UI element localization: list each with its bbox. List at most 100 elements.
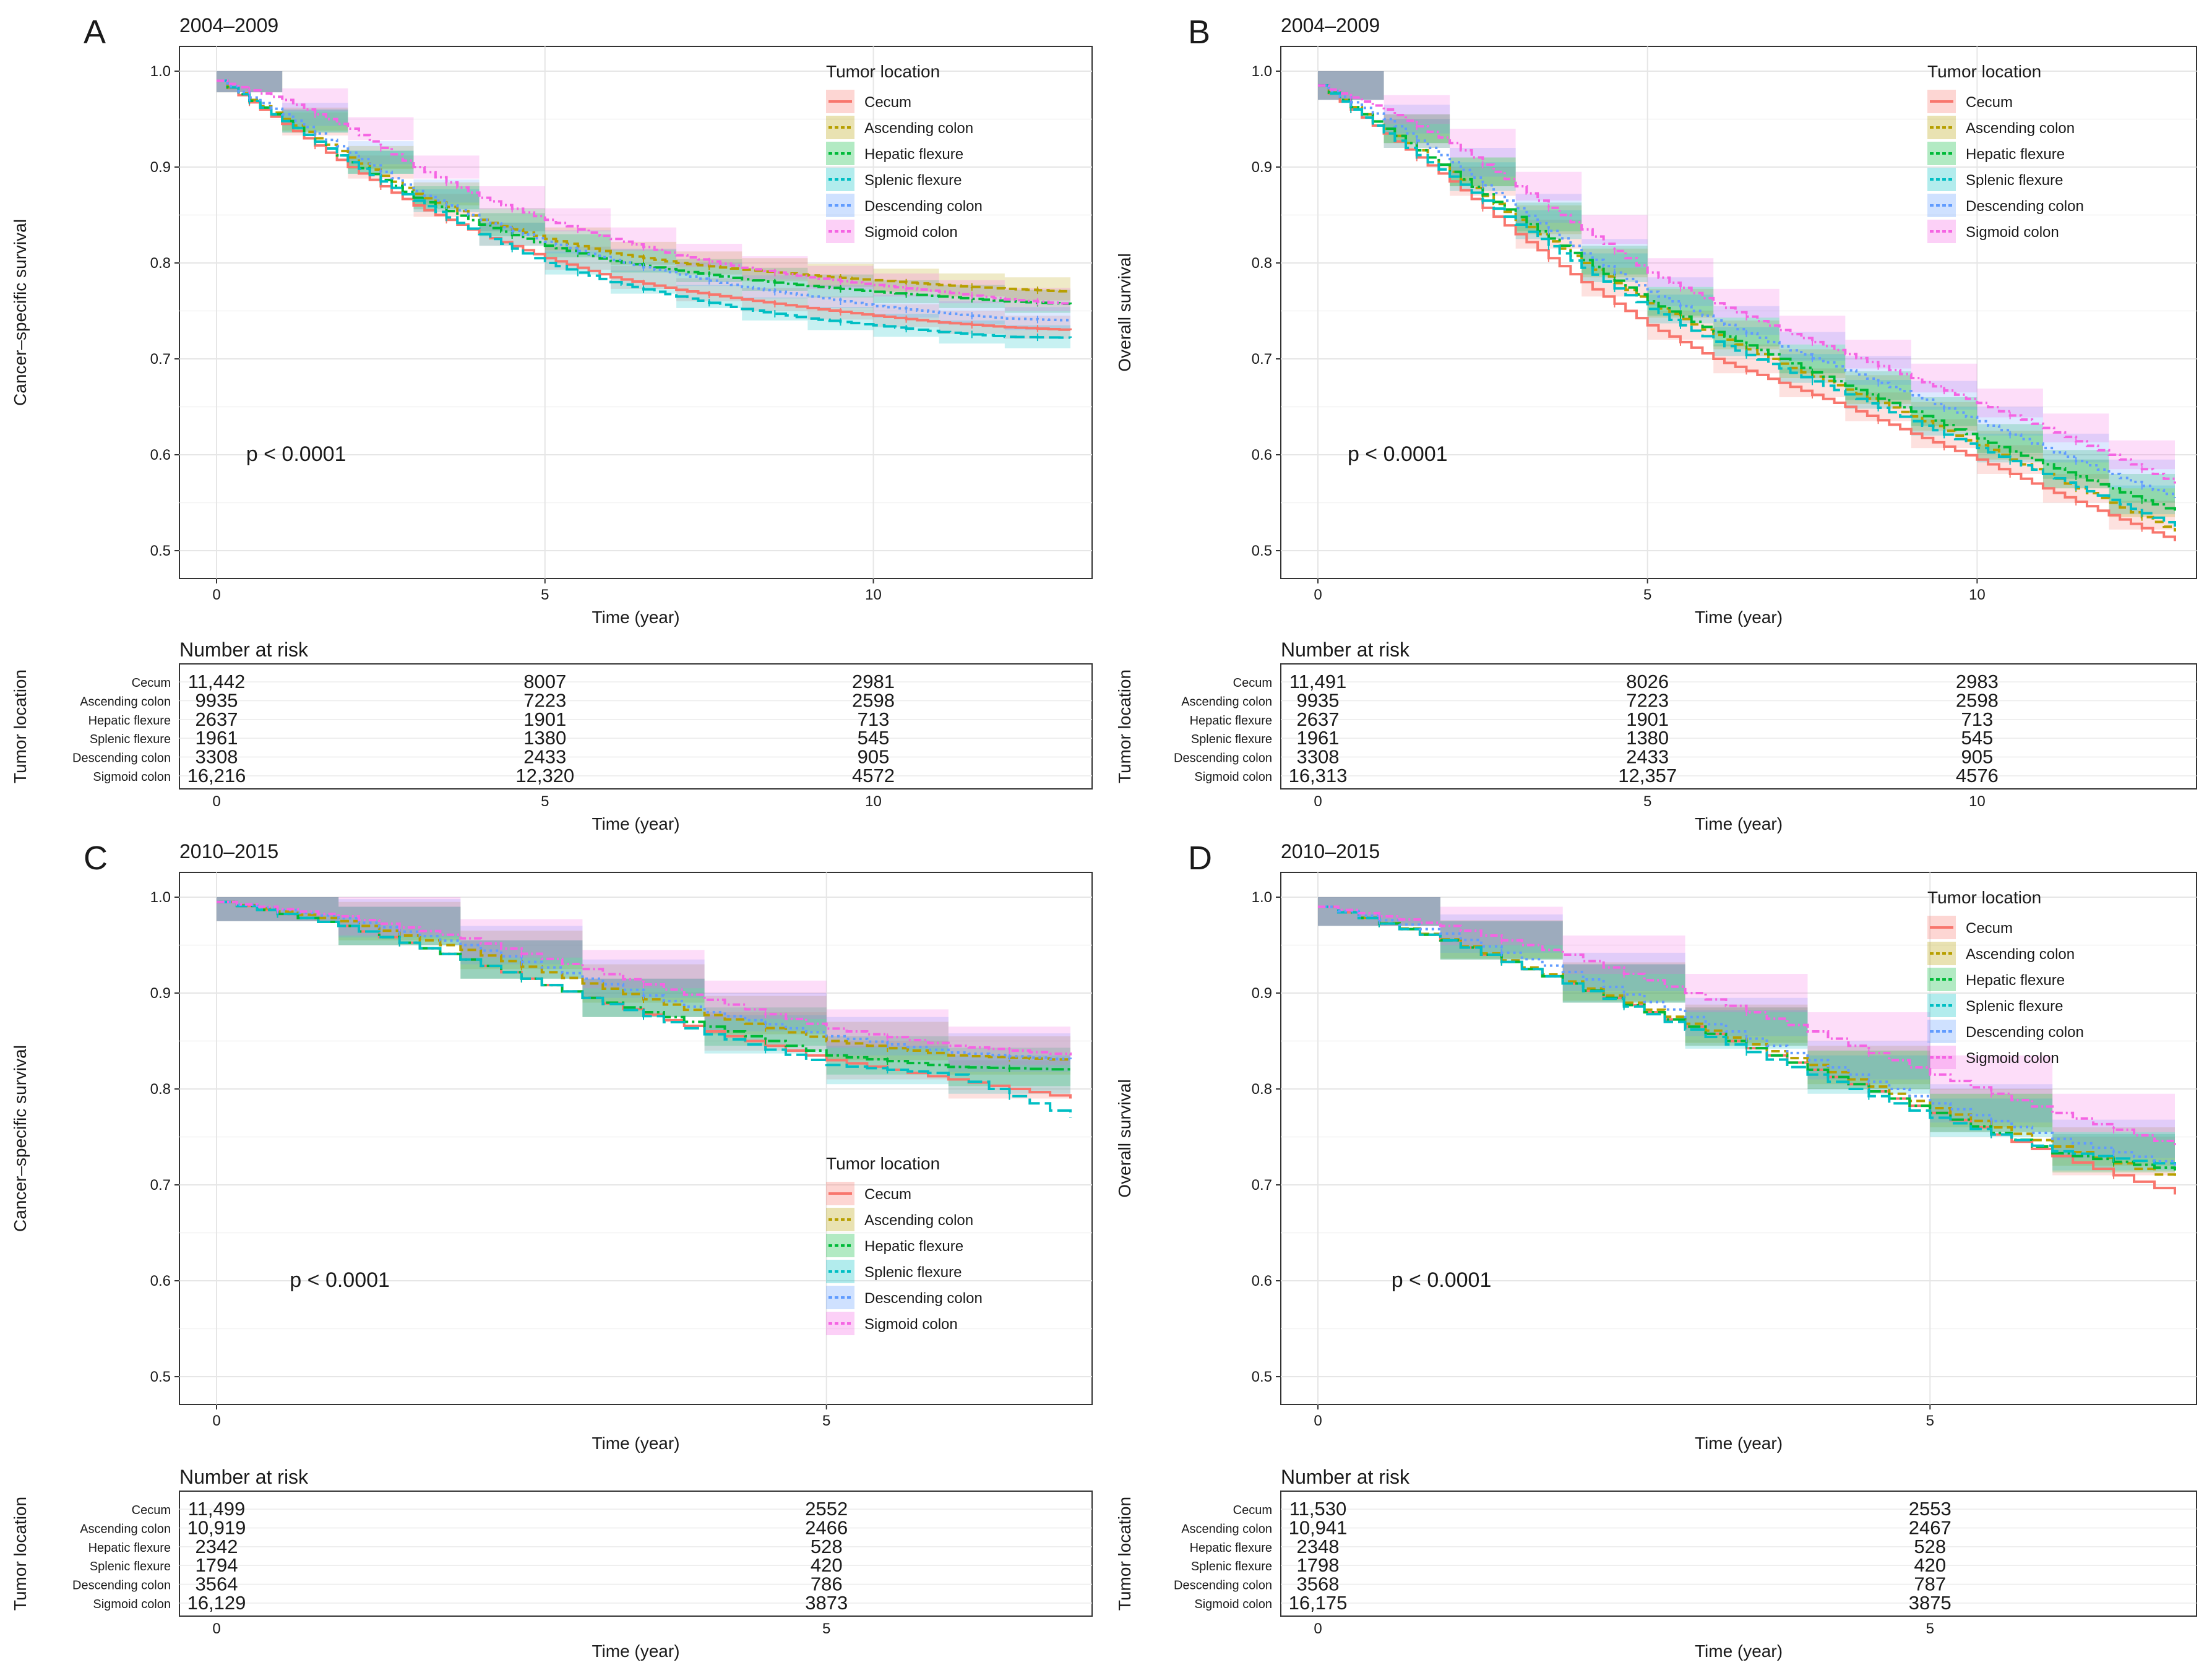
legend-label: Ascending colon: [1966, 120, 2075, 137]
risk-row-label: Descending colon: [1174, 1579, 1272, 1593]
risk-row-label: Ascending colon: [1181, 695, 1272, 709]
panel-letter: C: [84, 840, 108, 877]
risk-x-tick-label: 10: [1969, 793, 1986, 810]
legend-label: Splenic flexure: [864, 172, 962, 189]
risk-value: 3308: [1297, 746, 1340, 768]
risk-value: 2981: [852, 671, 895, 692]
legend-label: Sigmoid colon: [1966, 1050, 2059, 1067]
panel-letter: D: [1188, 840, 1212, 877]
risk-x-axis-label: Time (year): [592, 814, 679, 833]
p-value: p < 0.0001: [1392, 1268, 1492, 1292]
risk-value: 16,129: [187, 1592, 246, 1614]
legend-title: Tumor location: [1927, 888, 2041, 907]
y-tick-label: 0.5: [1252, 543, 1272, 559]
km-curve-sigmoid-colon: [1318, 905, 2176, 1147]
legend-label: Hepatic flexure: [1966, 972, 2065, 989]
risk-value: 11,491: [1289, 671, 1347, 692]
risk-value: 16,175: [1289, 1592, 1348, 1614]
risk-value: 2433: [1626, 746, 1669, 768]
ci-band-sigmoid-colon: [217, 71, 1070, 316]
legend-label: Sigmoid colon: [864, 1316, 958, 1333]
risk-row-label: Ascending colon: [80, 695, 171, 709]
ci-band-hepatic-flexure: [1318, 71, 2175, 527]
legend-label: Splenic flexure: [1966, 998, 2063, 1015]
risk-value: 16,216: [187, 765, 246, 786]
risk-value: 3875: [1909, 1592, 1952, 1614]
risk-x-tick-label: 10: [865, 793, 882, 810]
y-tick-label: 0.5: [150, 543, 171, 559]
risk-x-tick-label: 5: [1643, 793, 1651, 810]
legend-title: Tumor location: [1927, 62, 2041, 81]
y-tick-label: 0.9: [150, 159, 171, 176]
legend: Tumor location Cecum Ascending colon Hepati…: [1927, 888, 2084, 1069]
risk-row-label: Splenic flexure: [1191, 1560, 1272, 1573]
risk-x-tick-label: 0: [1314, 793, 1322, 810]
panel-title: 2010–2015: [1281, 840, 1380, 863]
risk-value: 9935: [196, 690, 238, 712]
risk-value: 420: [1914, 1554, 1946, 1576]
y-tick-label: 0.6: [1252, 1273, 1272, 1289]
panel-title: 2010–2015: [179, 840, 278, 863]
x-tick-label: 0: [212, 1413, 220, 1429]
risk-value: 713: [858, 708, 890, 730]
p-value: p < 0.0001: [246, 442, 346, 466]
legend-label: Hepatic flexure: [864, 146, 963, 163]
panel-D: D 2010–2015 0.5 0.6 0.7 0.8 0.9 1.0 0 5 Overall su…: [1115, 840, 2197, 1661]
km-curve-splenic-flexure: [1318, 905, 2176, 1166]
plot-panel: [1280, 872, 2197, 1405]
risk-row-label: Sigmoid colon: [1194, 770, 1272, 784]
y-tick-label: 0.9: [1252, 159, 1272, 176]
legend: Tumor location Cecum Ascending colon Hepati…: [1927, 62, 2084, 243]
risk-value: 8007: [523, 671, 566, 692]
risk-row-label: Sigmoid colon: [93, 770, 171, 784]
risk-table-title: Number at risk: [179, 639, 309, 661]
y-tick-label: 1.0: [1252, 889, 1272, 906]
risk-value: 3564: [196, 1573, 238, 1595]
plot-panel: [179, 872, 1093, 1405]
panel-B: B 2004–2009 0.5 0.6 0.7 0.8 0.9 1.0 0 5 10 Overall …: [1115, 14, 2197, 833]
risk-value: 10,941: [1289, 1517, 1348, 1539]
risk-x-tick-label: 5: [822, 1620, 830, 1637]
x-tick-label: 0: [212, 587, 220, 603]
p-value: p < 0.0001: [1348, 442, 1448, 466]
ci-band-sigmoid-colon: [1318, 897, 2175, 1166]
risk-value: 905: [1961, 746, 1994, 768]
risk-row-label: Ascending colon: [80, 1523, 171, 1536]
ci-band-descending-colon: [217, 71, 1070, 332]
risk-x-tick-label: 5: [1926, 1620, 1934, 1637]
risk-y-axis-label: Tumor location: [1115, 1497, 1134, 1611]
y-tick-label: 0.5: [1252, 1369, 1272, 1385]
ci-band-sigmoid-colon: [1318, 71, 2175, 498]
x-tick-label: 0: [1314, 587, 1322, 603]
panel-A: A 2004–2009 0.5 0.6 0.7 0.8 0.9 1.0 0 5 10 Cancer–s…: [11, 14, 1093, 833]
legend-label: Cecum: [1966, 920, 2013, 937]
y-tick-label: 1.0: [1252, 63, 1272, 80]
risk-row-label: Splenic flexure: [90, 1560, 171, 1573]
x-tick-label: 10: [865, 587, 882, 603]
y-axis-label: Overall survival: [1115, 253, 1134, 371]
legend-label: Descending colon: [1966, 198, 2084, 215]
risk-row-label: Hepatic flexure: [88, 714, 171, 728]
y-tick-label: 1.0: [150, 63, 171, 80]
risk-value: 11,499: [188, 1498, 246, 1520]
risk-value: 420: [811, 1554, 843, 1576]
y-tick-label: 0.8: [1252, 255, 1272, 272]
y-tick-label: 0.9: [1252, 985, 1272, 1002]
risk-value: 905: [858, 746, 890, 768]
risk-y-axis-label: Tumor location: [1115, 669, 1134, 783]
legend-label: Ascending colon: [1966, 946, 2075, 963]
ci-band-ascending-colon: [1318, 71, 2175, 546]
x-axis-label: Time (year): [592, 1434, 679, 1453]
risk-row-label: Cecum: [132, 676, 171, 690]
risk-value: 1901: [1626, 708, 1669, 730]
risk-y-axis-label: Tumor location: [11, 669, 30, 783]
risk-value: 2553: [1909, 1498, 1952, 1520]
legend: Tumor location Cecum Ascending colon Hepati…: [826, 1154, 983, 1335]
risk-x-tick-label: 5: [541, 793, 549, 810]
y-tick-label: 0.8: [1252, 1081, 1272, 1098]
y-tick-label: 0.5: [150, 1369, 171, 1385]
y-tick-label: 1.0: [150, 889, 171, 906]
risk-row-label: Sigmoid colon: [93, 1598, 171, 1611]
legend-label: Splenic flexure: [1966, 172, 2063, 189]
